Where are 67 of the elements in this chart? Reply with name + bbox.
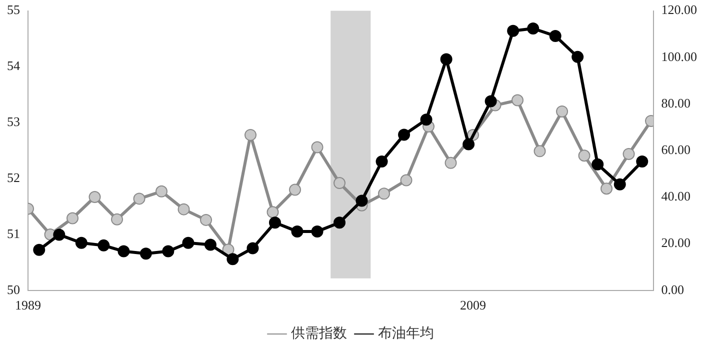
point bbox=[636, 156, 648, 168]
point bbox=[311, 141, 324, 154]
y2-tick-label: 0.00 bbox=[661, 282, 684, 297]
y-tick-label: 53 bbox=[7, 114, 20, 130]
point bbox=[75, 236, 88, 249]
point bbox=[33, 244, 46, 256]
point bbox=[291, 225, 304, 238]
point bbox=[556, 105, 568, 118]
point bbox=[204, 238, 216, 251]
point bbox=[98, 239, 110, 252]
y-tick-label: 51 bbox=[7, 226, 20, 241]
point bbox=[512, 94, 524, 106]
point bbox=[600, 182, 613, 195]
point bbox=[140, 248, 152, 260]
point bbox=[311, 225, 324, 238]
point bbox=[246, 242, 259, 254]
y2-tick-label: 100.00 bbox=[661, 48, 697, 64]
point bbox=[507, 24, 520, 37]
point bbox=[398, 128, 410, 141]
point bbox=[178, 203, 190, 216]
point bbox=[400, 174, 412, 186]
point bbox=[534, 145, 546, 158]
point bbox=[111, 213, 124, 226]
point bbox=[289, 184, 302, 196]
point bbox=[133, 192, 146, 205]
point bbox=[614, 178, 626, 190]
y2-tick-label: 120.00 bbox=[661, 2, 697, 18]
y2-tick-label: 20.00 bbox=[661, 235, 690, 250]
point bbox=[444, 156, 457, 169]
point bbox=[376, 156, 388, 168]
point bbox=[334, 177, 346, 190]
point bbox=[200, 214, 212, 226]
point bbox=[334, 216, 346, 229]
point bbox=[440, 53, 452, 66]
x-tick-label: 1989 bbox=[15, 298, 41, 313]
y-tick-label: 54 bbox=[7, 58, 20, 74]
point bbox=[226, 253, 239, 266]
y2-tick-label: 60.00 bbox=[661, 142, 690, 158]
point bbox=[420, 114, 432, 126]
point bbox=[549, 30, 562, 42]
legend-label: 布油年均 bbox=[378, 326, 434, 342]
point bbox=[268, 216, 281, 229]
point bbox=[622, 148, 635, 160]
point bbox=[378, 188, 390, 200]
point bbox=[156, 185, 168, 198]
y-tick-label: 52 bbox=[7, 170, 20, 185]
point bbox=[244, 128, 257, 141]
legend-label: 供需指数 bbox=[291, 326, 347, 342]
y2-tick-label: 40.00 bbox=[661, 188, 690, 204]
point bbox=[572, 50, 584, 63]
point bbox=[118, 245, 130, 258]
point bbox=[356, 194, 368, 207]
point bbox=[578, 150, 590, 162]
point bbox=[592, 158, 604, 170]
point bbox=[88, 191, 101, 204]
point bbox=[266, 206, 279, 218]
y-tick-label: 55 bbox=[7, 2, 20, 18]
y2-tick-label: 80.00 bbox=[661, 95, 690, 110]
point bbox=[527, 22, 540, 35]
x-tick-label: 2009 bbox=[460, 298, 486, 313]
point bbox=[66, 212, 78, 224]
point bbox=[484, 95, 497, 108]
point bbox=[162, 245, 174, 258]
y-tick-label: 50 bbox=[7, 282, 20, 297]
point bbox=[462, 138, 475, 150]
point bbox=[53, 228, 66, 241]
point bbox=[182, 236, 194, 249]
